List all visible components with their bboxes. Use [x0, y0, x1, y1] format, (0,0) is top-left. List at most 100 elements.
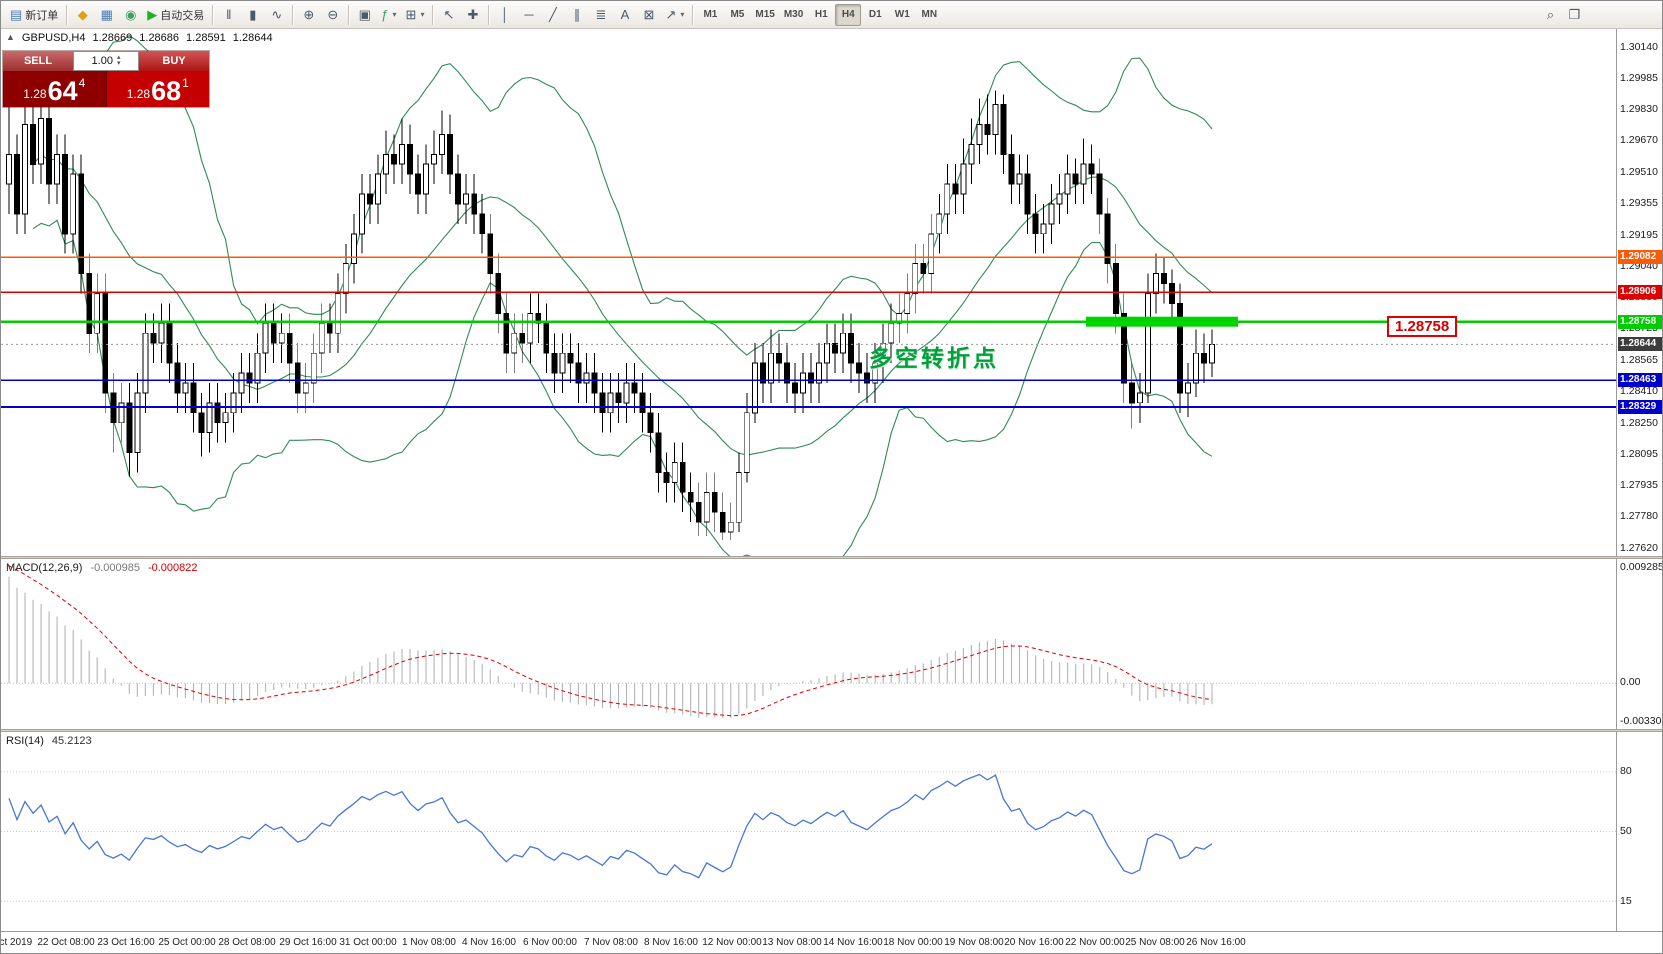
toolbar-zoom-out-button[interactable]: ⊖	[321, 4, 344, 26]
toolbar-equidistant-channel-button[interactable]: ∥	[565, 4, 588, 26]
time-axis-label: 19 Nov 08:00	[944, 937, 1004, 948]
indicators-caret-icon[interactable]: ▾	[392, 10, 397, 19]
toolbar-text-button[interactable]: A	[613, 4, 636, 26]
candles	[6, 90, 1215, 541]
rsi-axis-80: 80	[1620, 765, 1632, 777]
timeframe-m30-button[interactable]: M30	[780, 4, 807, 26]
buy-button[interactable]: BUY	[139, 51, 209, 71]
text-icon: A	[620, 7, 630, 22]
toolbar-objects-button[interactable]: ⊞ ▾	[402, 4, 429, 26]
rsi-chart[interactable]	[1, 732, 1616, 931]
buy-price-button[interactable]: 1.28 68 1	[105, 71, 209, 107]
macd-axis[interactable]: 0.009285 0.00 -0.003305	[1616, 559, 1663, 729]
horizontal-level-lines[interactable]	[1, 256, 1616, 408]
arrows-caret-icon[interactable]: ▾	[680, 10, 685, 19]
toolbar-horizontal-line-button[interactable]: ─	[517, 4, 540, 26]
rsi-indicator-label: RSI(14) 45.2123	[6, 735, 92, 747]
time-axis-label: 23 Oct 16:00	[97, 937, 155, 948]
bb-lower-band[interactable]	[32, 219, 1213, 556]
toolbar-community-button[interactable]: ◉	[119, 4, 142, 26]
time-axis-label: 8 Nov 16:00	[644, 937, 698, 948]
toolbar-chart-profiles-button[interactable]: ▦	[95, 4, 118, 26]
price-axis-label: 1.27620	[1620, 542, 1658, 554]
timeframe-m1-button[interactable]: M1	[697, 4, 723, 26]
toolbar-indicators-button[interactable]: ƒ ▾	[377, 4, 400, 26]
macd-axis-max: 0.009285	[1620, 561, 1663, 573]
price-chart-plot[interactable]: 多空转折点 1.28758	[1, 29, 1616, 556]
price-chart[interactable]	[1, 29, 1616, 556]
macd-axis-min: -0.003305	[1620, 715, 1663, 727]
toolbar-new-window-button[interactable]: ❐	[1563, 4, 1586, 26]
rsi-axis[interactable]: 80 50 15	[1616, 732, 1662, 931]
toolbar-cursor-button[interactable]: ↖	[437, 4, 460, 26]
one-click-trading-panel: SELL 1.00 ▴ ▾ BUY 1.28 64 4 1.28 68 1	[3, 51, 209, 107]
sell-button[interactable]: SELL	[3, 51, 73, 71]
macd-signal-line	[8, 565, 1213, 717]
toolbar-candle-chart-mode-button[interactable]: ▮	[241, 4, 264, 26]
toolbar-search-button[interactable]: ⌕	[1539, 4, 1562, 26]
time-axis-label: 1 Nov 08:00	[402, 937, 456, 948]
chart-annotation-text[interactable]: 多空转折点	[869, 345, 999, 371]
bollinger-bands[interactable]	[32, 35, 1213, 556]
timeframe-w1-button[interactable]: W1	[889, 4, 915, 26]
price-badge-1.28758: 1.28758	[1618, 315, 1662, 329]
community-icon: ◉	[125, 7, 137, 22]
toolbar-line-chart-mode-button[interactable]: ∿	[265, 4, 288, 26]
toolbar-vertical-line-button[interactable]: │	[493, 4, 516, 26]
price-axis-label: 1.29985	[1620, 72, 1658, 84]
toolbar-new-order-button[interactable]: ▤ 新订单	[6, 4, 62, 26]
toolbar-fibonacci-button[interactable]: ≣	[589, 4, 612, 26]
highlight-zone-rect[interactable]	[1086, 316, 1238, 327]
toolbar-autotrading-button[interactable]: ▶ 自动交易	[143, 4, 208, 26]
sell-price-button[interactable]: 1.28 64 4	[3, 71, 106, 107]
price-tag-label[interactable]: 1.28758	[1387, 316, 1458, 337]
volume-up-icon[interactable]: ▴	[116, 54, 121, 61]
toolbar-crosshair-button[interactable]: ✚	[461, 4, 484, 26]
buy-price-big: 68	[151, 76, 182, 106]
panel-divider[interactable]	[1, 556, 1662, 559]
rsi-plot[interactable]	[1, 732, 1616, 931]
time-axis-label: 14 Nov 16:00	[823, 937, 883, 948]
timeframe-mn-button[interactable]: MN	[916, 4, 942, 26]
toolbar-text-label-button[interactable]: ⊠	[637, 4, 660, 26]
toolbar-bar-chart-mode-button[interactable]: ‖	[217, 4, 240, 26]
volume-down-icon[interactable]: ▾	[116, 60, 121, 67]
macd-plot[interactable]	[1, 559, 1616, 729]
time-axis-label: 13 Nov 08:00	[762, 937, 822, 948]
macd-value-signal: -0.000822	[147, 562, 198, 574]
macd-chart[interactable]	[1, 559, 1616, 729]
toolbar-arrows-button[interactable]: ↗ ▾	[661, 4, 688, 26]
timeframe-m5-button[interactable]: M5	[724, 4, 750, 26]
objects-icon: ⊞	[405, 7, 417, 22]
toolbar-separator	[292, 4, 294, 25]
vertical-line-icon: │	[500, 7, 510, 22]
time-axis-label: 6 Nov 00:00	[523, 937, 577, 948]
price-axis-label: 1.29195	[1620, 229, 1658, 241]
bb-upper-band[interactable]	[32, 35, 1213, 356]
collapse-arrow-icon[interactable]: ▲	[6, 32, 15, 42]
timeframe-h1-button[interactable]: H1	[808, 4, 834, 26]
horizontal-line-icon: ─	[524, 7, 534, 22]
macd-indicator-label: MACD(12,26,9) -0.000985 -0.000822	[6, 562, 198, 574]
toolbar-mql5-market-button[interactable]: ◆	[71, 4, 94, 26]
volume-stepper[interactable]: 1.00 ▴ ▾	[73, 51, 139, 71]
crosshair-icon: ✚	[467, 7, 479, 22]
price-axis[interactable]: 1.30140 1.29985 1.29830 1.29670 1.29510 1.293…	[1616, 29, 1662, 556]
toolbar-zoom-in-button[interactable]: ⊕	[297, 4, 320, 26]
price-axis-label: 1.29670	[1620, 134, 1658, 146]
price-badge-1.28644: 1.28644	[1618, 337, 1662, 351]
toolbar-trendline-button[interactable]: ╱	[541, 4, 564, 26]
objects-caret-icon[interactable]: ▾	[420, 10, 425, 19]
timeframe-m15-button[interactable]: M15	[751, 4, 778, 26]
timeframe-h4-button[interactable]: H4	[835, 3, 862, 26]
toolbar-tile-windows-button[interactable]: ▣	[353, 4, 376, 26]
panel-divider[interactable]	[1, 729, 1662, 732]
symbol-label: GBPUSD,H4	[21, 32, 86, 44]
new-window-icon: ❐	[1568, 7, 1581, 22]
rsi-panel: RSI(14) 45.2123 80 50 15	[1, 732, 1662, 931]
bb-middle-band[interactable]	[32, 154, 1213, 456]
timeframe-d1-button[interactable]: D1	[862, 4, 888, 26]
bar-chart-mode-icon: ‖	[226, 7, 232, 22]
ohlc-low: 1.28591	[186, 32, 226, 44]
